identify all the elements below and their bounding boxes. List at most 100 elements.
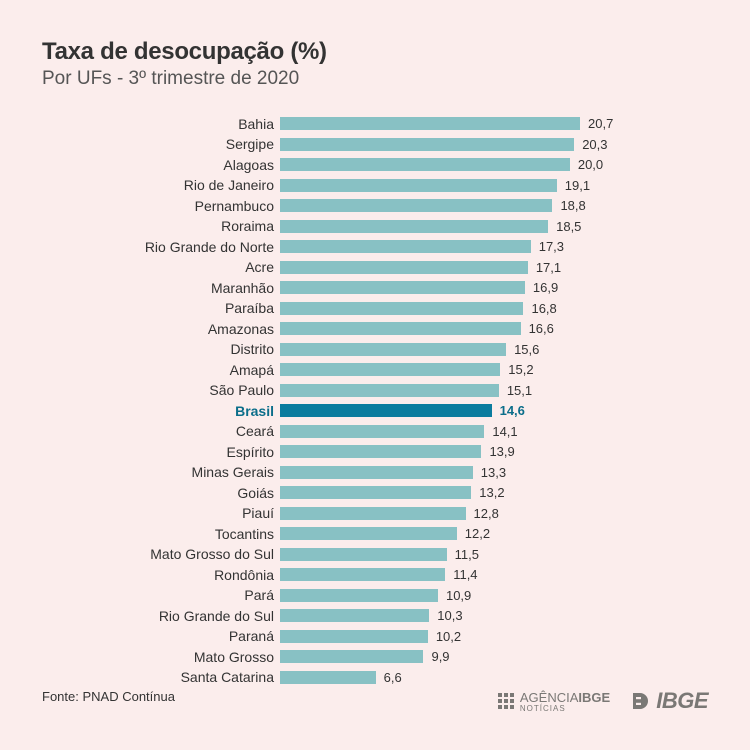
- bar-row: Rio de Janeiro19,1: [62, 176, 708, 195]
- bar-value: 10,2: [432, 629, 461, 644]
- bar-value: 18,8: [556, 198, 585, 213]
- bar-fill: [280, 281, 525, 294]
- bar-fill: [280, 240, 531, 253]
- bar-track: 16,6: [280, 322, 620, 335]
- bar-track: 10,3: [280, 609, 620, 622]
- bar-label: Roraima: [62, 218, 280, 234]
- bar-row: Brasil14,6: [62, 401, 708, 420]
- bar-fill: [280, 261, 528, 274]
- bar-track: 20,0: [280, 158, 620, 171]
- bar-track: 12,8: [280, 507, 620, 520]
- bar-fill: [280, 445, 481, 458]
- bar-track: 17,3: [280, 240, 620, 253]
- bar-fill: [280, 589, 438, 602]
- bar-label: Pernambuco: [62, 198, 280, 214]
- bar-value: 11,5: [451, 547, 479, 562]
- bar-fill: [280, 404, 492, 417]
- bar-row: Espírito 13,9: [62, 442, 708, 461]
- bar-track: 10,9: [280, 589, 620, 602]
- bar-fill: [280, 158, 570, 171]
- bar-label: Bahia: [62, 116, 280, 132]
- bar-value: 13,9: [485, 444, 514, 459]
- bar-row: São Paulo15,1: [62, 381, 708, 400]
- bar-fill: [280, 548, 447, 561]
- source-text: Fonte: PNAD Contínua: [42, 689, 175, 704]
- bar-row: Alagoas 20,0: [62, 155, 708, 174]
- bar-track: 15,1: [280, 384, 620, 397]
- bar-track: 16,8: [280, 302, 620, 315]
- agencia-ibge-logo: AGÊNCIAIBGE NOTÍCIAS: [496, 690, 610, 713]
- bar-row: Rio Grande do Norte 17,3: [62, 237, 708, 256]
- bar-fill: [280, 117, 580, 130]
- bar-fill: [280, 630, 428, 643]
- bar-track: 11,5: [280, 548, 620, 561]
- bar-fill: [280, 138, 574, 151]
- chart-title: Taxa de desocupação (%): [42, 38, 708, 66]
- bar-track: 19,1: [280, 179, 620, 192]
- bar-row: Sergipe20,3: [62, 135, 708, 154]
- chart-subtitle: Por UFs - 3º trimestre de 2020: [42, 68, 708, 90]
- logo-mark-icon: [496, 691, 516, 711]
- bar-label: Goiás: [62, 485, 280, 501]
- bar-label: Espírito: [62, 444, 280, 460]
- bar-track: 13,2: [280, 486, 620, 499]
- ibge-wordmark: IBGE: [656, 688, 708, 714]
- bar-fill: [280, 527, 457, 540]
- bar-fill: [280, 199, 552, 212]
- bar-label: Minas Gerais: [62, 464, 280, 480]
- bar-track: 10,2: [280, 630, 620, 643]
- bar-row: Maranhão 16,9: [62, 278, 708, 297]
- bar-fill: [280, 486, 471, 499]
- bar-label: Mato Grosso: [62, 649, 280, 665]
- bar-label: Pará: [62, 587, 280, 603]
- bar-label: Acre: [62, 259, 280, 275]
- bar-fill: [280, 466, 473, 479]
- bar-row: Distrito 15,6: [62, 340, 708, 359]
- bar-fill: [280, 671, 376, 684]
- bar-fill: [280, 220, 548, 233]
- bar-fill: [280, 650, 423, 663]
- bar-value: 17,3: [535, 239, 564, 254]
- agencia-label: AGÊNCIA: [520, 690, 579, 705]
- bar-track: 6,6: [280, 671, 620, 684]
- agencia-brand: IBGE: [578, 690, 610, 705]
- bar-label: Alagoas: [62, 157, 280, 173]
- bar-value: 16,9: [529, 280, 558, 295]
- bar-label: Paraíba: [62, 300, 280, 316]
- bar-row: Amapá15,2: [62, 360, 708, 379]
- bar-label: Distrito: [62, 341, 280, 357]
- bar-value: 19,1: [561, 178, 590, 193]
- bar-value: 12,8: [470, 506, 499, 521]
- bar-row: Paraná10,2: [62, 627, 708, 646]
- bar-row: Santa Catarina6,6: [62, 668, 708, 687]
- bar-value: 20,0: [574, 157, 603, 172]
- bar-track: 12,2: [280, 527, 620, 540]
- bar-chart: Bahia 20,7 Sergipe20,3 Alagoas 20,0 Rio de Ja…: [62, 114, 708, 687]
- bar-fill: [280, 507, 466, 520]
- bar-value: 20,7: [584, 116, 613, 131]
- bar-label: Maranhão: [62, 280, 280, 296]
- bar-track: 18,5: [280, 220, 620, 233]
- bar-fill: [280, 302, 523, 315]
- bar-label: Amazonas: [62, 321, 280, 337]
- bar-row: Paraíba16,8: [62, 299, 708, 318]
- bar-value: 15,2: [504, 362, 533, 377]
- bar-label: Santa Catarina: [62, 669, 280, 685]
- bar-value: 15,6: [510, 342, 539, 357]
- bar-row: Amazonas16,6: [62, 319, 708, 338]
- bar-track: 20,7: [280, 117, 620, 130]
- bar-track: 13,3: [280, 466, 620, 479]
- bar-row: Pernambuco 18,8: [62, 196, 708, 215]
- bar-label: Rio Grande do Sul: [62, 608, 280, 624]
- bar-track: 16,9: [280, 281, 620, 294]
- bar-fill: [280, 179, 557, 192]
- bar-row: Rondônia11,4: [62, 565, 708, 584]
- bar-track: 11,4: [280, 568, 620, 581]
- bar-label: Sergipe: [62, 136, 280, 152]
- bar-label: Rio Grande do Norte: [62, 239, 280, 255]
- bar-value: 10,3: [433, 608, 462, 623]
- bar-label: Ceará: [62, 423, 280, 439]
- bar-track: 17,1: [280, 261, 620, 274]
- bar-row: Goiás13,2: [62, 483, 708, 502]
- bar-track: 15,6: [280, 343, 620, 356]
